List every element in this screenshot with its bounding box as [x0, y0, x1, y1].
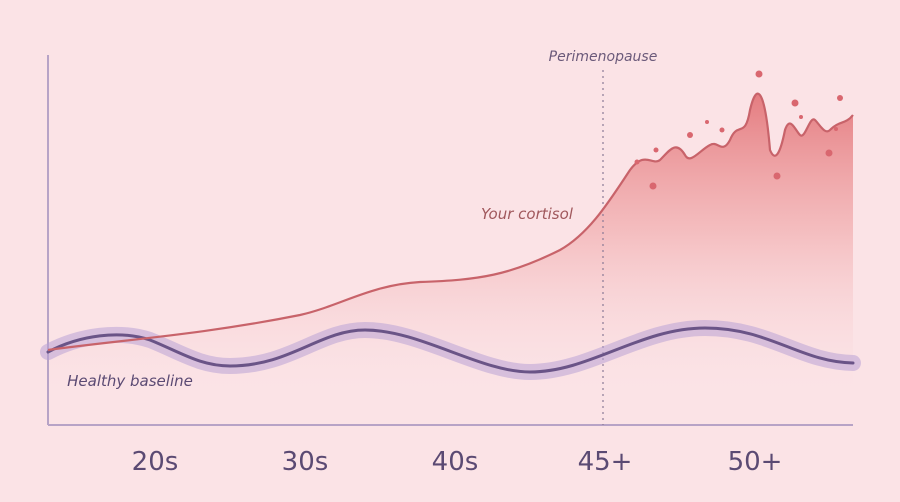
- cortisol-label: Your cortisol: [481, 205, 574, 223]
- x-tick-label: 30s: [282, 447, 329, 477]
- phase-marker-label: Perimenopause: [549, 49, 658, 65]
- cortisol-dots: [634, 70, 843, 190]
- baseline-label: Healthy baseline: [67, 372, 193, 390]
- x-labels: 20s 30s 40s 45+ 50+: [132, 447, 783, 477]
- x-tick-label: 45+: [578, 447, 633, 477]
- x-tick-label: 50+: [728, 447, 783, 477]
- x-tick-label: 40s: [432, 447, 479, 477]
- cortisol-area: [48, 93, 853, 400]
- x-tick-label: 20s: [132, 447, 179, 477]
- baseline-line: [46, 326, 855, 374]
- cortisol-line: [47, 92, 854, 352]
